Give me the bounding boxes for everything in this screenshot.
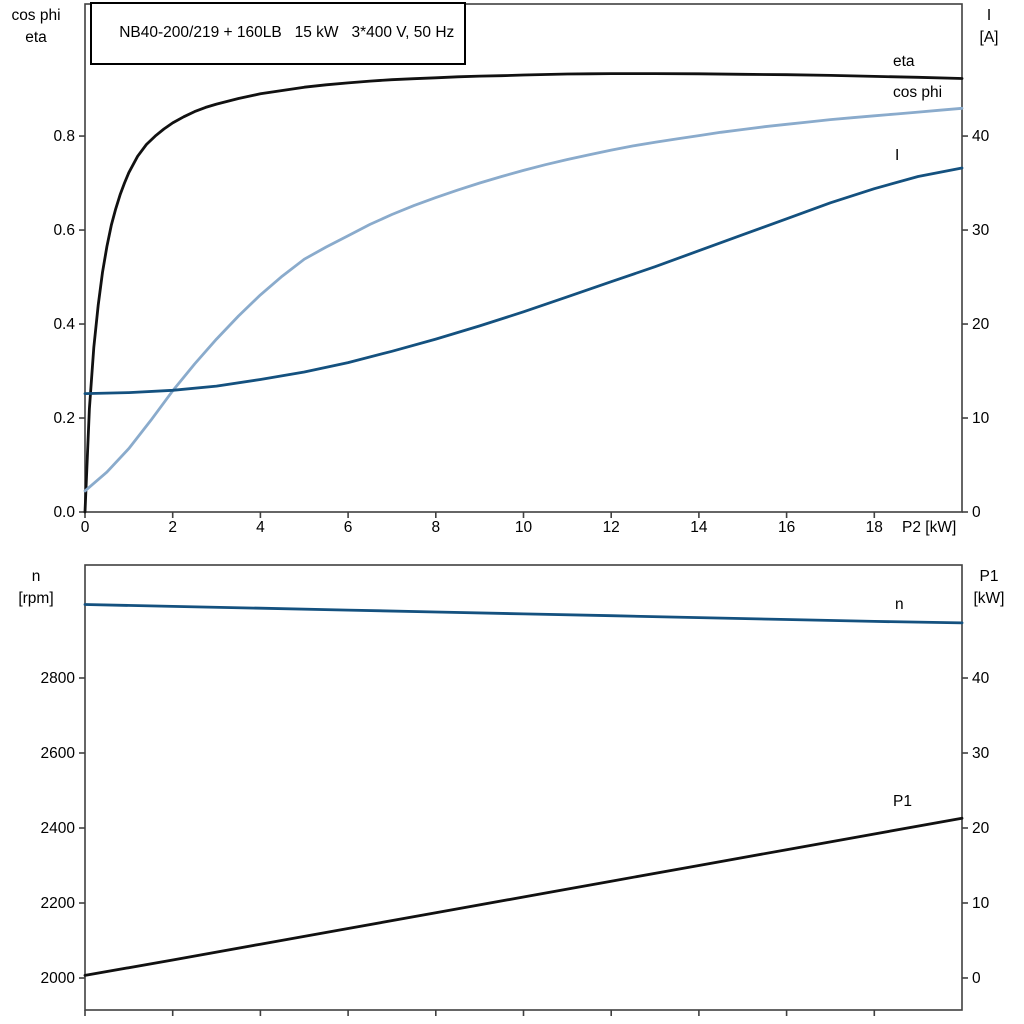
right-tick-label: 10	[972, 410, 990, 427]
x-axis-label: P2 [kW]	[902, 519, 956, 536]
right-axis-label: [A]	[980, 29, 999, 46]
P1-curve	[83, 816, 964, 977]
x-tick-label: 12	[603, 519, 620, 536]
left-axis-label: cos phi	[11, 7, 60, 24]
x-tick-label: 18	[866, 519, 883, 536]
left-tick-label: 0.2	[53, 410, 75, 427]
n-curve-label: n	[895, 596, 904, 613]
n-curve	[83, 603, 964, 625]
chart-title: NB40-200/219 + 160LB 15 kW 3*400 V, 50 H…	[119, 24, 455, 41]
right-tick-label: 10	[972, 895, 990, 912]
right-axis-label: I	[987, 7, 991, 24]
cos-phi-curve-label: cos phi	[893, 84, 942, 101]
left-tick-label: 2200	[41, 895, 76, 912]
left-tick-label: 2000	[41, 970, 76, 987]
x-tick-label: 4	[256, 519, 265, 536]
right-tick-label: 30	[972, 222, 990, 239]
left-tick-label: 0.4	[53, 316, 75, 333]
cos-phi-curve	[83, 106, 964, 493]
I-curve	[83, 166, 964, 396]
left-tick-label: 2800	[41, 670, 76, 687]
x-tick-label: 14	[690, 519, 708, 536]
right-tick-label: 20	[972, 316, 990, 333]
left-axis-label: eta	[25, 29, 47, 46]
x-tick-label: 2	[168, 519, 177, 536]
chart-title-box: NB40-200/219 + 160LB 15 kW 3*400 V, 50 H…	[90, 2, 467, 65]
right-tick-label: 40	[972, 670, 990, 687]
right-axis-label: [kW]	[974, 590, 1005, 607]
P1-curve-label: P1	[893, 793, 912, 810]
left-tick-label: 0.6	[53, 222, 75, 239]
eta-curve-label: eta	[893, 53, 915, 70]
left-tick-label: 2400	[41, 820, 76, 837]
left-axis-label: [rpm]	[18, 590, 53, 607]
right-tick-label: 40	[972, 128, 990, 145]
x-tick-label: 8	[431, 519, 440, 536]
motor-electrical-chart: 0 2 4 6 8 10 12 14 16 18 P2 [kW] 0.0 0.2 0.4 0.6 0.8 0 10…	[11, 3, 999, 536]
right-tick-label: 30	[972, 745, 990, 762]
x-tick-label: 0	[81, 519, 90, 536]
right-tick-label: 0	[972, 504, 981, 521]
plot-frame	[84, 3, 963, 513]
left-tick-label: 2600	[41, 745, 76, 762]
plot-frame	[84, 564, 963, 1011]
x-tick-label: 16	[778, 519, 795, 536]
left-tick-label: 0.0	[53, 504, 75, 521]
I-curve-label: I	[895, 147, 899, 164]
left-axis-label: n	[32, 568, 41, 585]
eta-curve	[83, 72, 964, 514]
x-tick-label: 6	[344, 519, 353, 536]
left-tick-label: 0.8	[53, 128, 75, 145]
speed-power-chart: 2000 2200 2400 2600 2800 0 10 20 30 40 n [rpm] P1 [kW…	[18, 564, 1005, 1016]
right-tick-label: 0	[972, 970, 981, 987]
x-tick-label: 10	[515, 519, 533, 536]
right-axis-label: P1	[980, 568, 999, 585]
right-tick-label: 20	[972, 820, 990, 837]
